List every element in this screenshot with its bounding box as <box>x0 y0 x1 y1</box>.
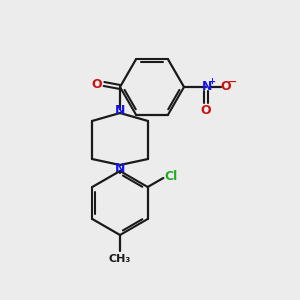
Text: −: − <box>228 77 238 87</box>
Text: N: N <box>115 103 125 116</box>
Text: N: N <box>202 80 212 92</box>
Text: O: O <box>92 77 102 91</box>
Text: +: + <box>208 76 215 85</box>
Text: Cl: Cl <box>165 170 178 184</box>
Text: N: N <box>115 161 125 175</box>
Text: O: O <box>221 80 231 92</box>
Text: CH₃: CH₃ <box>109 254 131 264</box>
Text: O: O <box>201 103 211 116</box>
